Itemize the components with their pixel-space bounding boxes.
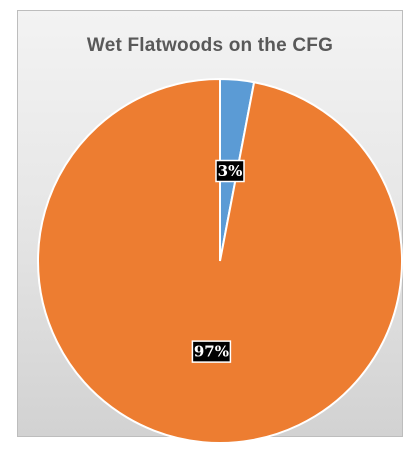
pie-slice-1 xyxy=(37,77,403,444)
data-label-text-0: 3% xyxy=(218,162,243,180)
data-label-text-1: 97% xyxy=(194,343,229,361)
chart-title: Wet Flatwoods on the CFG xyxy=(86,35,334,56)
pie-slices xyxy=(37,77,403,444)
data-label-0: 3% xyxy=(215,159,245,183)
data-label-1: 97% xyxy=(191,340,232,363)
data-label-box-0 xyxy=(215,159,245,183)
data-label-box-1 xyxy=(191,340,232,363)
pie-data-labels: 3% 97% xyxy=(191,159,245,363)
